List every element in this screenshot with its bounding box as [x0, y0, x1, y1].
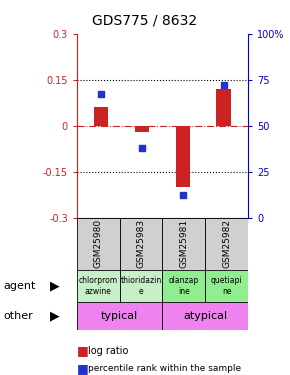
- Text: ▶: ▶: [50, 309, 60, 322]
- Bar: [135, 126, 149, 132]
- Bar: [162, 217, 205, 270]
- Bar: [94, 107, 108, 126]
- Bar: [77, 270, 119, 302]
- Point: [221, 82, 226, 88]
- Bar: [205, 270, 248, 302]
- Bar: [119, 217, 162, 270]
- Text: other: other: [3, 311, 33, 321]
- Text: percentile rank within the sample: percentile rank within the sample: [88, 364, 242, 373]
- Text: GSM25983: GSM25983: [137, 219, 146, 268]
- Bar: [162, 302, 248, 330]
- Text: GDS775 / 8632: GDS775 / 8632: [93, 13, 197, 28]
- Text: thioridazin
e: thioridazin e: [120, 276, 162, 296]
- Text: GSM25981: GSM25981: [179, 219, 188, 268]
- Text: ■: ■: [77, 344, 89, 357]
- Bar: [162, 270, 205, 302]
- Point: [99, 92, 104, 98]
- Bar: [176, 126, 190, 187]
- Text: typical: typical: [101, 311, 138, 321]
- Text: quetiapi
ne: quetiapi ne: [211, 276, 242, 296]
- Text: olanzap
ine: olanzap ine: [169, 276, 199, 296]
- Text: GSM25982: GSM25982: [222, 219, 231, 268]
- Bar: [77, 302, 162, 330]
- Text: atypical: atypical: [183, 311, 227, 321]
- Bar: [205, 217, 248, 270]
- Bar: [119, 270, 162, 302]
- Bar: [216, 89, 231, 126]
- Text: ▶: ▶: [50, 279, 60, 292]
- Text: agent: agent: [3, 281, 35, 291]
- Point: [140, 145, 144, 151]
- Text: log ratio: log ratio: [88, 346, 129, 355]
- Point: [180, 192, 185, 198]
- Text: GSM25980: GSM25980: [94, 219, 103, 268]
- Bar: [77, 217, 119, 270]
- Text: chlorprom
azwine: chlorprom azwine: [79, 276, 118, 296]
- Text: ■: ■: [77, 362, 89, 375]
